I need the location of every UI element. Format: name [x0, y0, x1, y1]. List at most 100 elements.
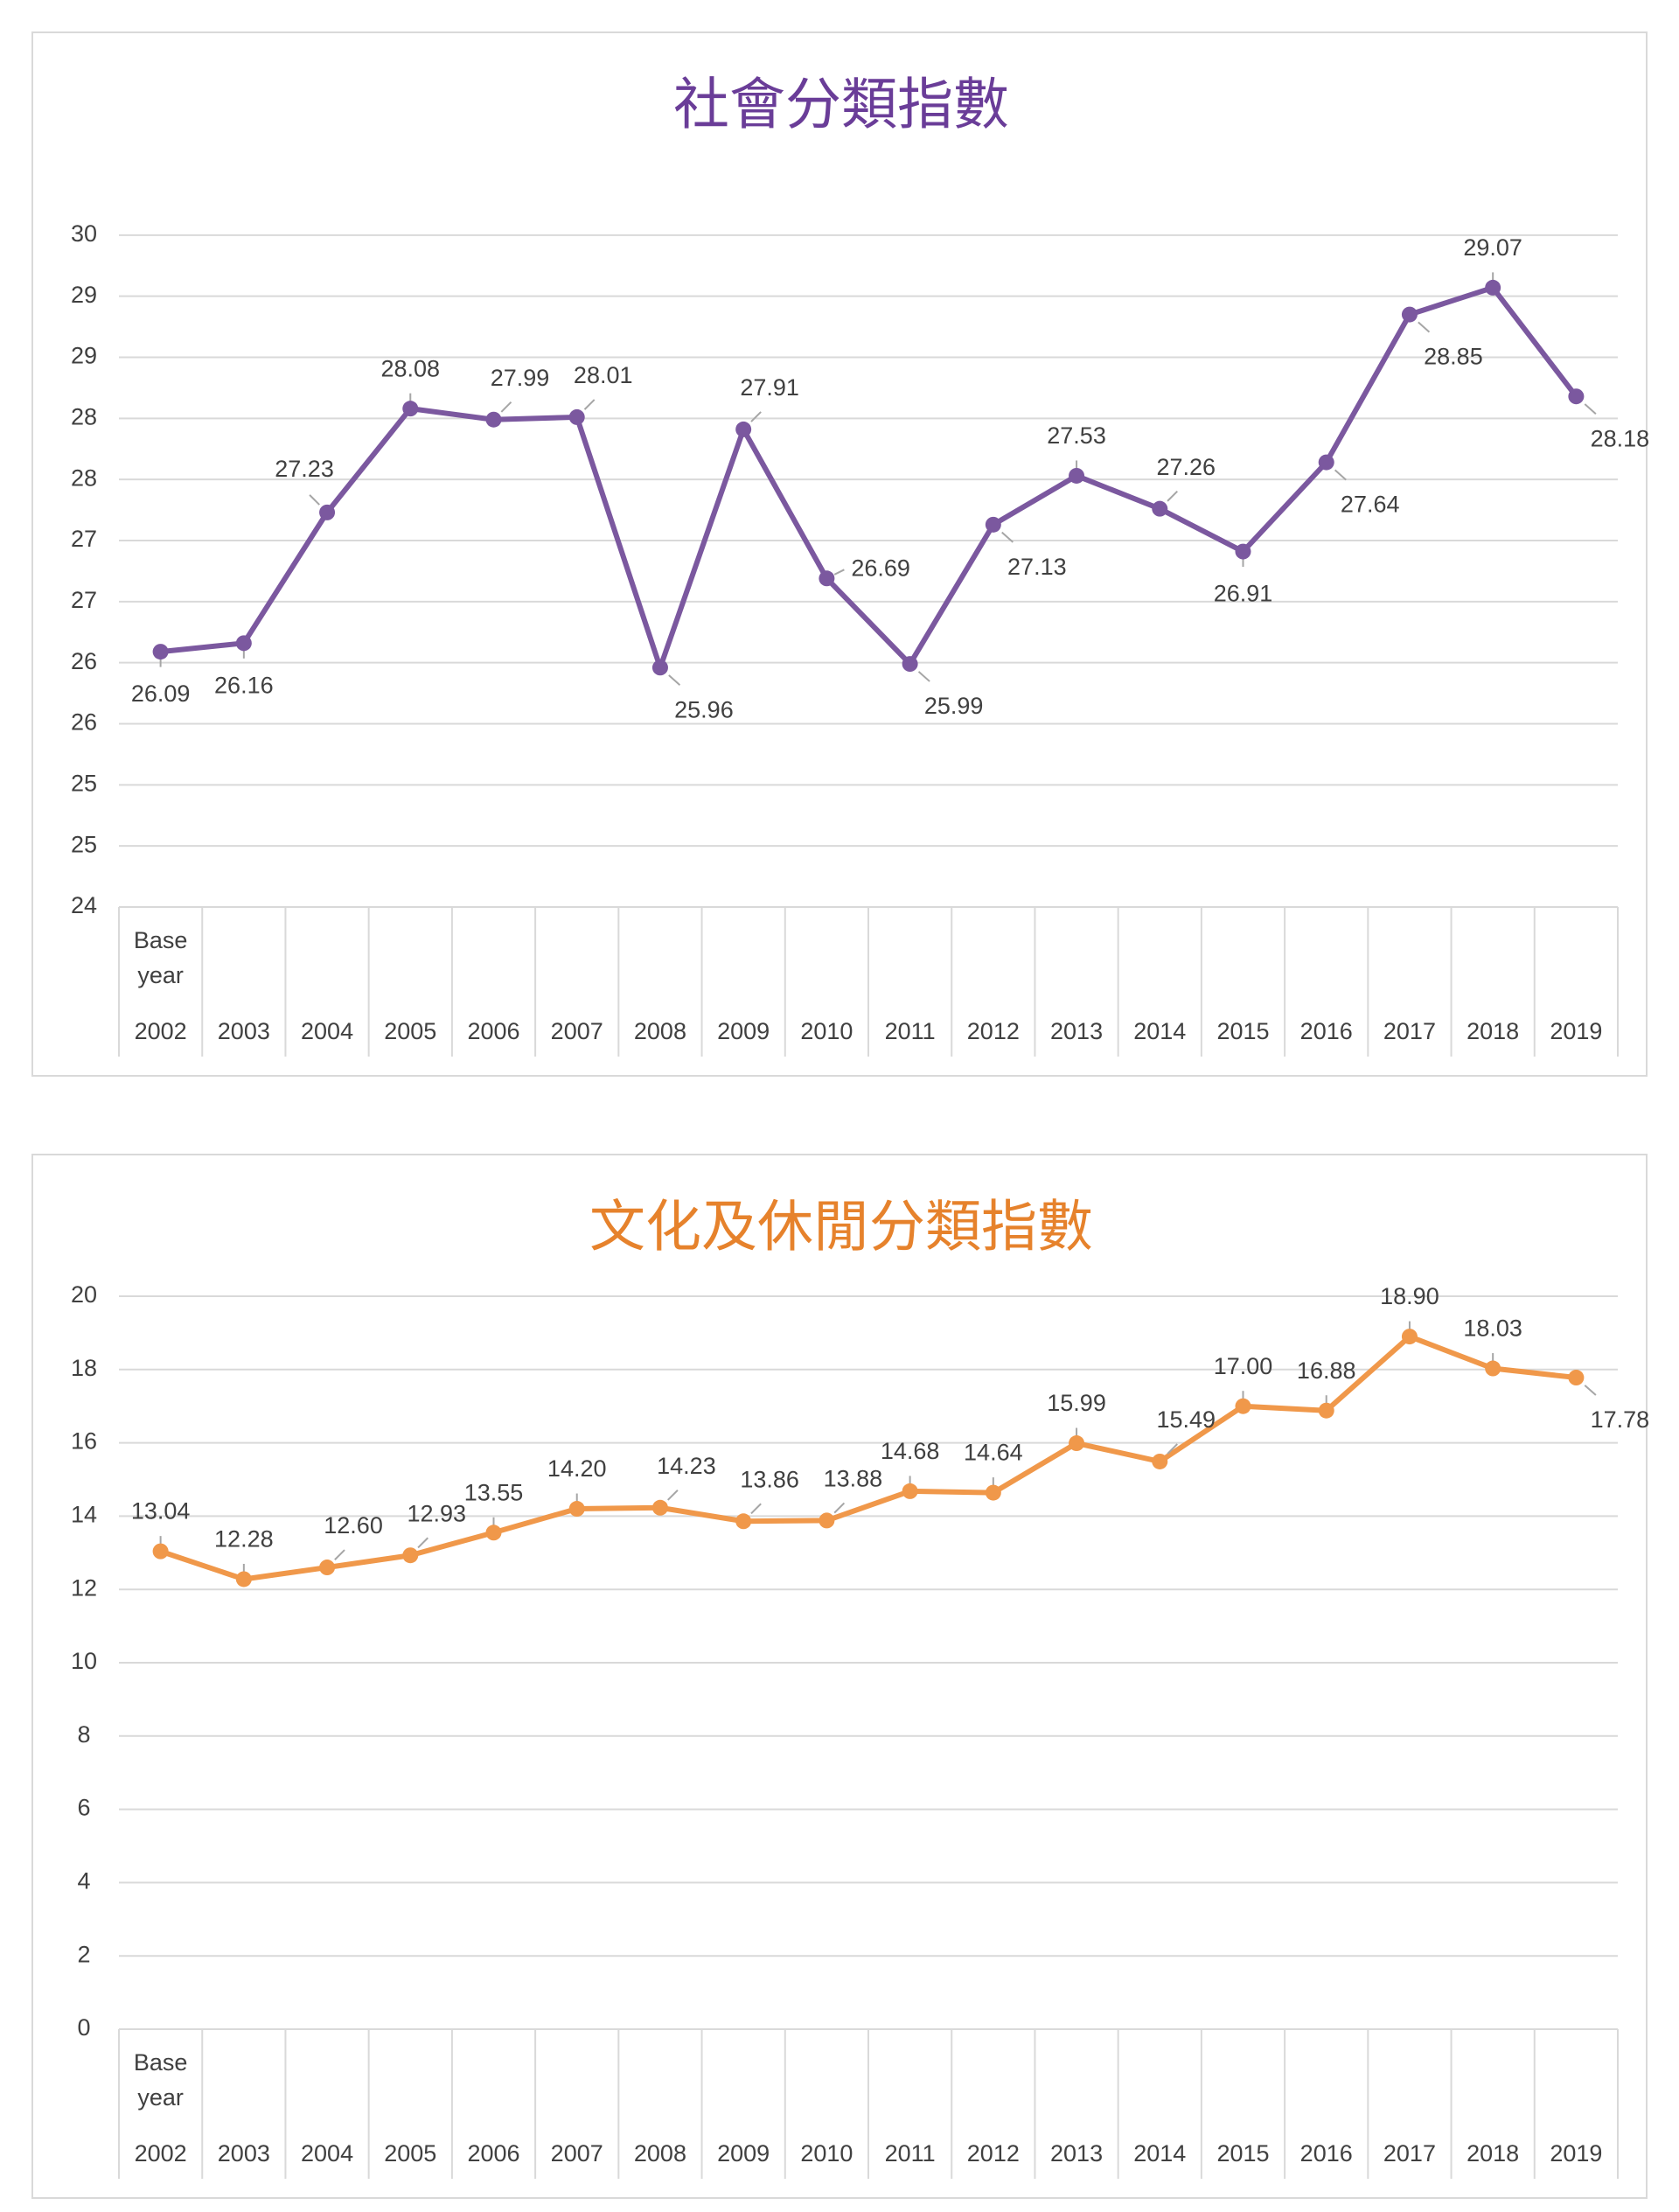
data-point: [402, 1547, 419, 1564]
x-tick-label: 2009: [717, 2140, 770, 2167]
data-label: 14.20: [547, 1455, 607, 1482]
base-year-label: year: [137, 962, 184, 988]
x-tick-label: 2019: [1550, 1018, 1602, 1044]
data-label-leader: [917, 671, 930, 682]
data-label-leader: [667, 1490, 679, 1501]
x-tick-label: 2008: [634, 2140, 686, 2167]
x-tick-label: 2004: [301, 2140, 353, 2167]
data-point: [235, 635, 252, 652]
data-label: 28.08: [380, 355, 440, 381]
x-tick-label: 2009: [717, 1018, 770, 1044]
data-point: [235, 1571, 252, 1587]
x-tick-label: 2018: [1467, 2140, 1519, 2167]
x-tick-label: 2007: [551, 2140, 603, 2167]
data-point: [319, 504, 336, 520]
data-label-leader: [1418, 321, 1431, 333]
data-point: [985, 516, 1001, 533]
data-label: 14.64: [964, 1440, 1023, 1466]
x-tick-label: 2015: [1216, 2140, 1269, 2167]
data-label-leader: [1167, 490, 1178, 502]
data-label-leader: [833, 1502, 846, 1514]
data-label: 13.86: [740, 1466, 799, 1492]
y-tick-label: 18: [71, 1355, 97, 1381]
data-point: [568, 408, 585, 425]
data-label: 18.03: [1463, 1315, 1522, 1342]
data-point: [402, 401, 419, 417]
x-tick-label: 2019: [1550, 2140, 1602, 2167]
data-label: 13.88: [824, 1466, 883, 1492]
data-point: [1069, 467, 1085, 484]
data-label-leader: [1001, 531, 1014, 543]
data-label-leader: [1334, 469, 1347, 481]
y-tick-label: 14: [71, 1502, 97, 1528]
series-line: [157, 284, 1579, 671]
data-label: 25.96: [674, 696, 734, 722]
data-label: 13.55: [464, 1479, 524, 1505]
data-point: [651, 1499, 668, 1516]
data-point: [1152, 500, 1168, 517]
x-tick-label: 2012: [967, 1018, 1020, 1044]
y-tick-label: 6: [77, 1795, 90, 1821]
data-label: 26.69: [851, 555, 910, 581]
data-label: 28.85: [1424, 344, 1483, 370]
y-tick-label: 4: [77, 1868, 90, 1895]
data-label-leader: [1584, 1385, 1597, 1396]
y-axis: 0 2 4 6 8 10 12 14 16 18 20: [71, 1281, 97, 2041]
data-point: [1485, 1360, 1501, 1377]
data-point: [902, 1483, 918, 1499]
data-point: [651, 659, 668, 676]
data-point: [735, 1513, 752, 1530]
data-label: 27.53: [1047, 422, 1106, 449]
data-label: 27.64: [1341, 492, 1400, 518]
data-points: [152, 1329, 1585, 1587]
data-label: 12.93: [407, 1500, 466, 1526]
x-tick-label: 2016: [1300, 1018, 1353, 1044]
data-label: 26.09: [131, 680, 191, 707]
chart-title: 文化及休閒分類指數: [589, 1196, 1093, 1260]
y-tick-label: 28: [71, 464, 97, 491]
x-tick-label: 2006: [467, 2140, 519, 2167]
x-tick-label: 2014: [1133, 1018, 1186, 1044]
data-point: [1235, 1398, 1251, 1414]
data-label-leader: [750, 1503, 762, 1515]
y-tick-label: 2: [77, 1941, 90, 1967]
data-point: [152, 644, 169, 660]
data-point: [819, 1512, 835, 1529]
data-point: [568, 1501, 585, 1518]
data-label: 29.07: [1463, 234, 1522, 261]
x-tick-label: 2017: [1383, 2140, 1436, 2167]
x-tick-label: 2005: [384, 2140, 436, 2167]
y-tick-label: 28: [71, 403, 97, 429]
x-tick-label: 2015: [1216, 1018, 1269, 1044]
y-tick-label: 27: [71, 587, 97, 613]
series-line: [157, 1334, 1579, 1582]
y-tick-label: 25: [71, 770, 97, 796]
chart-title: 社會分類指數: [673, 73, 1009, 138]
data-label: 15.49: [1156, 1406, 1216, 1433]
culture-leisure-index-chart-panel: 文化及休閒分類指數 0 2 4 6 8 10 12 14 16 18 20 2002 2003 2004 20…: [31, 1154, 1649, 2199]
data-point: [1318, 1402, 1334, 1419]
data-label: 12.28: [214, 1526, 274, 1553]
x-tick-label: 2018: [1467, 1018, 1519, 1044]
data-label-leader: [309, 494, 320, 506]
data-label: 27.99: [491, 365, 550, 391]
data-label: 27.13: [1007, 554, 1067, 580]
y-tick-label: 30: [71, 220, 97, 247]
x-tick-label: 2007: [551, 1018, 603, 1044]
data-point: [1401, 306, 1418, 323]
data-point: [152, 1543, 169, 1560]
data-label-leader: [1584, 403, 1597, 415]
data-labels: 26.09 26.16 27.23 28.08 27.99 28.01 25.96 27.91…: [131, 234, 1649, 722]
data-label: 26.91: [1214, 581, 1273, 607]
data-point: [485, 1525, 502, 1541]
data-label: 16.88: [1297, 1357, 1356, 1384]
y-tick-label: 29: [71, 282, 97, 308]
data-point: [902, 656, 918, 673]
x-tick-label: 2016: [1300, 2140, 1353, 2167]
y-tick-label: 25: [71, 831, 97, 857]
data-label-leader: [417, 1537, 428, 1549]
x-tick-label: 2011: [885, 2140, 936, 2167]
y-tick-label: 8: [77, 1721, 90, 1748]
